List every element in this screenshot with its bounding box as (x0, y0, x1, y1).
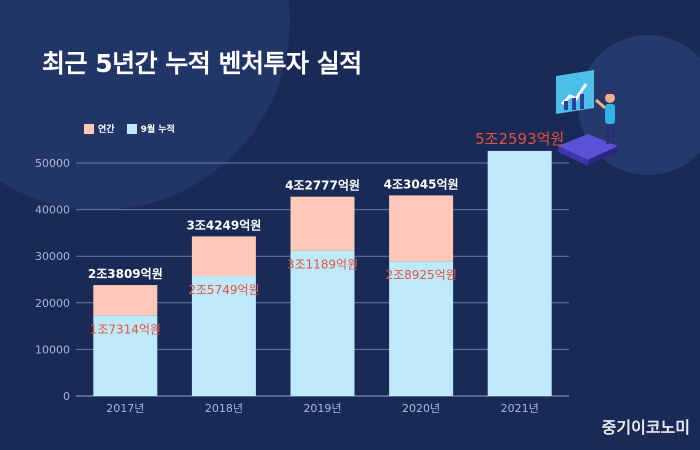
y-axis: 0 10000 20000 30000 40000 50000 (35, 157, 70, 403)
bar-cumulative (191, 276, 256, 396)
total-label: 4조2777억원 (285, 179, 360, 193)
total-label: 3조4249억원 (186, 218, 261, 232)
bar-cumulative (389, 261, 454, 396)
total-label: 2조3809억원 (88, 267, 163, 281)
bar-annual (93, 285, 158, 316)
x-tick-label: 2017년 (106, 402, 144, 415)
y-tick-label: 30000 (35, 250, 70, 263)
bar-cumulative (487, 150, 552, 396)
presenter-illustration-icon (556, 70, 618, 166)
bar-cumulative (93, 315, 158, 396)
legend-swatch-annual (84, 123, 94, 134)
cumulative-label: 2조5749억원 (188, 283, 259, 297)
legend: 연간 9월 누적 (84, 122, 187, 135)
bar-cumulative (290, 250, 355, 396)
bar-annual (389, 195, 454, 262)
cumulative-label: 1조7314억원 (90, 322, 161, 336)
y-tick-label: 10000 (35, 343, 70, 356)
total-label: 4조3045억원 (384, 177, 459, 191)
x-tick-label: 2021년 (501, 402, 539, 415)
y-tick-label: 50000 (35, 157, 70, 170)
chart-title: 최근 5년간 누적 벤처투자 실적 (42, 49, 362, 78)
cumulative-label: 2조8925억원 (385, 268, 456, 282)
bar-annual (290, 196, 355, 251)
data-labels: 2조3809억원 1조7314억원 3조4249억원 2조5749억원 4조2777억원… (88, 130, 564, 336)
y-tick-label: 20000 (35, 297, 70, 310)
bar-annual (191, 236, 256, 277)
x-tick-label: 2019년 (303, 402, 341, 415)
legend-item-cumulative: 9월 누적 (126, 122, 175, 135)
x-tick-label: 2020년 (402, 402, 440, 415)
bars (93, 150, 552, 396)
x-axis: 2017년 2018년 2019년 2020년 2021년 (106, 402, 539, 415)
legend-label-annual: 연간 (98, 125, 115, 135)
watermark: 중기이코노미 (601, 418, 690, 437)
y-tick-label: 40000 (35, 204, 70, 217)
total-label: 5조2593억원 (475, 130, 564, 148)
y-tick-label: 0 (63, 390, 70, 403)
cumulative-label: 3조1189억원 (287, 258, 358, 272)
legend-item-annual: 연간 (84, 122, 115, 135)
legend-swatch-cumulative (126, 123, 137, 134)
legend-label-cumulative: 9월 누적 (140, 125, 175, 135)
x-tick-label: 2018년 (205, 402, 243, 415)
